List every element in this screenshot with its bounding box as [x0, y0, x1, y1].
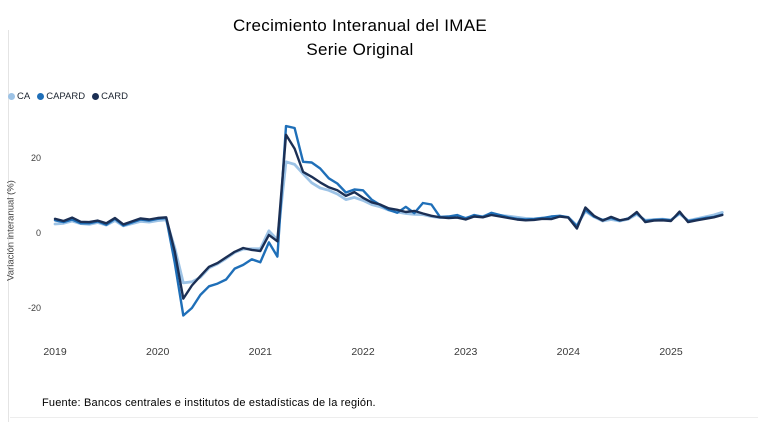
legend-dot-card [92, 93, 100, 100]
legend-dot-capard [37, 93, 45, 100]
source-note: Fuente: Bancos centrales e institutos de… [42, 397, 376, 409]
y-tick--20: -20 [27, 303, 41, 313]
line-ca[interactable] [53, 160, 724, 285]
x-tick-2025: 2025 [659, 346, 683, 358]
chart-title: Crecimiento Interanual del IMAE Serie Or… [0, 14, 720, 62]
x-tick-2023: 2023 [453, 346, 478, 358]
bottom-edge-divider [10, 417, 758, 418]
x-tick-2024: 2024 [556, 346, 581, 358]
x-tick-2019: 2019 [43, 346, 67, 358]
x-tick-2020: 2020 [145, 346, 170, 358]
line-card[interactable] [53, 133, 724, 300]
y-tick-0: 0 [35, 228, 41, 238]
legend: CA CAPARD CARD [8, 91, 128, 102]
chart-title-line2: Serie Original [306, 40, 414, 59]
legend-item-ca[interactable]: CA [8, 91, 30, 102]
legend-label-capard: CAPARD [46, 91, 86, 102]
x-tick-2022: 2022 [351, 346, 375, 358]
legend-item-capard[interactable]: CAPARD [37, 91, 85, 102]
left-edge-divider [8, 30, 9, 422]
legend-label-card: CARD [101, 91, 129, 102]
y-tick-20: 20 [30, 153, 41, 163]
chart-title-line1: Crecimiento Interanual del IMAE [232, 16, 488, 35]
legend-item-card[interactable]: CARD [92, 91, 128, 102]
legend-label-ca: CA [17, 91, 31, 102]
legend-dot-ca [8, 93, 15, 100]
x-tick-2021: 2021 [248, 346, 273, 358]
